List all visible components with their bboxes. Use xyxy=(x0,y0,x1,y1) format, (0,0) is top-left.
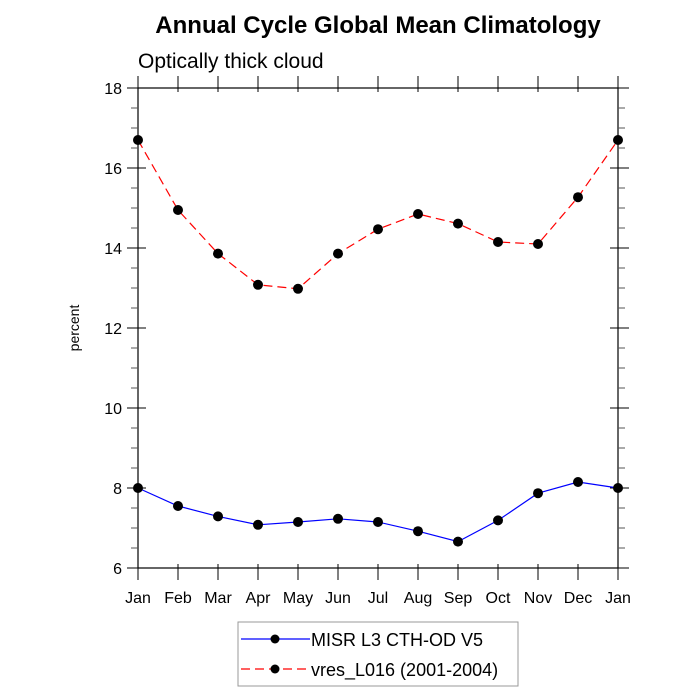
y-tick-label: 18 xyxy=(104,81,122,98)
data-point xyxy=(213,248,223,259)
x-tick-label: Jun xyxy=(325,590,351,607)
x-tick-label: Aug xyxy=(404,590,432,607)
legend-marker xyxy=(270,664,280,674)
plot-frame xyxy=(137,87,619,569)
y-axis-label: percent xyxy=(66,305,82,352)
data-point xyxy=(133,483,143,493)
legend-label: vres_L016 (2001-2004) xyxy=(311,660,498,681)
data-point xyxy=(373,224,383,235)
legend: MISR L3 CTH-OD V5 vres_L016 (2001-2004) xyxy=(237,621,519,687)
data-point xyxy=(413,209,423,219)
data-point xyxy=(133,135,143,145)
x-tick-label: Sep xyxy=(444,590,473,607)
x-tick-label: Mar xyxy=(204,590,232,607)
data-point xyxy=(173,501,183,511)
data-point xyxy=(533,488,543,499)
data-point xyxy=(293,517,303,527)
data-point xyxy=(213,511,223,522)
y-tick-label: 12 xyxy=(104,321,122,338)
x-tick-label: Jan xyxy=(605,590,631,607)
data-point xyxy=(293,283,303,294)
plot-border xyxy=(137,87,619,569)
data-point xyxy=(493,237,503,247)
data-point xyxy=(613,483,623,493)
series-2 xyxy=(133,135,623,294)
data-point xyxy=(253,279,263,290)
series-layer xyxy=(133,135,623,547)
legend-box xyxy=(237,621,519,687)
x-tick-label: Dec xyxy=(564,590,592,607)
data-point xyxy=(573,477,583,487)
series-line xyxy=(137,139,619,290)
data-point xyxy=(453,218,463,229)
y-tick-label: 14 xyxy=(104,241,122,258)
data-point xyxy=(333,248,343,259)
x-tick-label: Jan xyxy=(125,590,151,607)
x-tick-label: Feb xyxy=(164,590,192,607)
data-point xyxy=(453,536,463,547)
data-point xyxy=(613,135,623,145)
x-tick-label: Oct xyxy=(486,590,511,607)
y-tick-label: 6 xyxy=(113,561,122,578)
x-tick-label: Nov xyxy=(524,590,552,607)
data-point xyxy=(413,526,423,537)
legend-label: MISR L3 CTH-OD V5 xyxy=(311,630,483,650)
legend-marker xyxy=(270,634,280,644)
y-axis-ticks: 6 8 10 12 14 16 18 xyxy=(104,81,629,578)
data-point xyxy=(253,519,263,530)
data-point xyxy=(493,515,503,526)
y-tick-label: 10 xyxy=(104,401,122,418)
data-point xyxy=(573,192,583,203)
y-tick-label: 16 xyxy=(104,161,122,178)
x-tick-label: Apr xyxy=(246,590,272,607)
x-tick-label: Jul xyxy=(368,590,388,607)
y-tick-label: 8 xyxy=(113,481,122,498)
chart-title: Annual Cycle Global Mean Climatology xyxy=(155,12,601,39)
data-point xyxy=(533,239,543,249)
data-point xyxy=(173,205,183,215)
series-1 xyxy=(133,477,623,547)
data-point xyxy=(333,513,343,524)
data-point xyxy=(373,517,383,527)
x-axis-ticks: Jan Feb Mar Apr May Jun Jul Aug Sep Oct Nov Dec Jan xyxy=(125,76,631,607)
series-line xyxy=(137,481,619,543)
chart-subtitle: Optically thick cloud xyxy=(138,50,324,73)
x-tick-label: May xyxy=(283,590,313,607)
